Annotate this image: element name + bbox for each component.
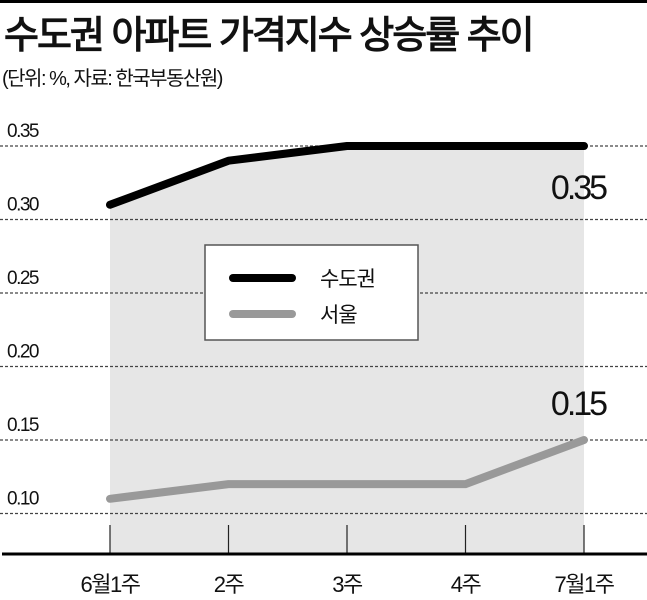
y-tick-label: 0.35 bbox=[7, 121, 39, 142]
gridlines bbox=[0, 145, 647, 515]
x-axis-labels: 6월1주 2주 3주 4주 7월1주 bbox=[81, 572, 617, 597]
x-tick-label: 6월1주 bbox=[81, 572, 141, 597]
y-axis-labels: 0.10 0.15 0.20 0.25 0.30 0.35 bbox=[7, 121, 40, 510]
legend-label-seoul: 서울 bbox=[320, 304, 357, 327]
y-tick-label: 0.25 bbox=[7, 268, 39, 289]
x-tick-label: 2주 bbox=[214, 572, 245, 597]
x-tick-label: 4주 bbox=[451, 572, 482, 597]
top-rule bbox=[0, 0, 647, 3]
chart-title: 수도권 아파트 가격지수 상승률 추이 bbox=[4, 15, 535, 57]
x-axis-ticks bbox=[109, 525, 585, 554]
y-tick-label: 0.30 bbox=[7, 195, 39, 216]
y-tick-label: 0.20 bbox=[7, 342, 39, 363]
end-value-labels: 0.35 0.15 bbox=[551, 169, 610, 423]
legend-label-metro: 수도권 bbox=[320, 268, 375, 291]
series-line-metro bbox=[106, 142, 588, 209]
chart-subtitle: (단위: %, 자료: 한국부동산원) bbox=[2, 68, 223, 90]
y-tick-label: 0.15 bbox=[7, 415, 39, 436]
series-lines bbox=[106, 142, 588, 503]
legend: 수도권 서울 bbox=[204, 244, 419, 341]
y-tick-label: 0.10 bbox=[7, 489, 39, 510]
x-tick-label: 7월1주 bbox=[555, 572, 615, 597]
series-line-seoul bbox=[106, 436, 588, 503]
x-tick-label: 3주 bbox=[332, 572, 363, 597]
end-label-seoul: 0.15 bbox=[551, 385, 607, 423]
legend-box bbox=[204, 244, 419, 341]
end-label-metro: 0.35 bbox=[551, 169, 607, 207]
